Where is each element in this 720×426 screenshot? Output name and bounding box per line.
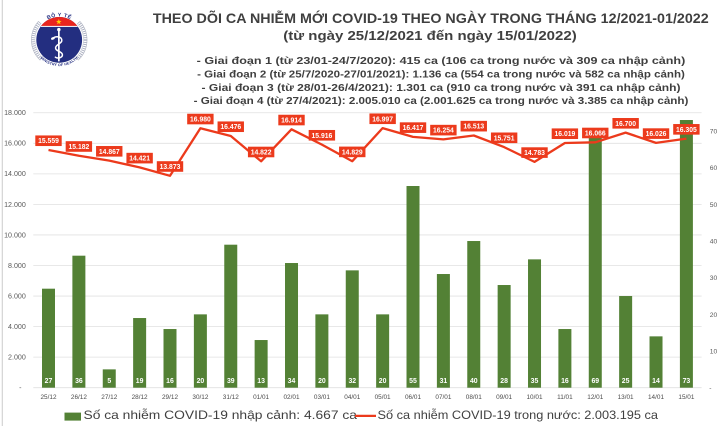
svg-text:25/12: 25/12 bbox=[41, 394, 57, 401]
svg-text:36: 36 bbox=[75, 378, 83, 385]
svg-text:13/01: 13/01 bbox=[618, 394, 634, 401]
svg-text:40: 40 bbox=[710, 238, 718, 245]
svg-text:14.000: 14.000 bbox=[4, 170, 26, 178]
svg-text:15.182: 15.182 bbox=[69, 144, 90, 151]
svg-text:16.417: 16.417 bbox=[403, 125, 424, 132]
svg-text:2.000: 2.000 bbox=[8, 354, 26, 362]
svg-text:04/01: 04/01 bbox=[344, 394, 360, 401]
svg-text:16.914: 16.914 bbox=[281, 118, 302, 125]
svg-text:10: 10 bbox=[710, 348, 718, 355]
svg-text:27: 27 bbox=[45, 378, 53, 385]
svg-text:40: 40 bbox=[470, 378, 478, 385]
svg-text:10/01: 10/01 bbox=[527, 394, 543, 401]
svg-text:12.000: 12.000 bbox=[4, 201, 26, 209]
svg-text:16: 16 bbox=[166, 378, 174, 385]
svg-text:BỘ Y TẾ: BỘ Y TẾ bbox=[46, 11, 73, 21]
svg-text:16.980: 16.980 bbox=[190, 117, 211, 124]
svg-text:34: 34 bbox=[288, 378, 296, 385]
svg-text:11/01: 11/01 bbox=[557, 394, 573, 401]
svg-text:-: - bbox=[709, 385, 711, 392]
svg-text:16.305: 16.305 bbox=[676, 127, 697, 134]
svg-text:19: 19 bbox=[136, 378, 144, 385]
svg-text:14.829: 14.829 bbox=[342, 149, 363, 156]
svg-text:4.000: 4.000 bbox=[8, 323, 26, 331]
svg-text:5: 5 bbox=[107, 378, 111, 385]
svg-text:31: 31 bbox=[440, 378, 448, 385]
svg-text:13.873: 13.873 bbox=[160, 164, 181, 171]
svg-text:50: 50 bbox=[710, 202, 718, 209]
svg-text:14.421: 14.421 bbox=[129, 156, 150, 163]
svg-text:16.476: 16.476 bbox=[220, 124, 241, 131]
svg-text:THEO DÕI CA NHIỄM MỚI COVID-19: THEO DÕI CA NHIỄM MỚI COVID-19 THEO NGÀY… bbox=[153, 9, 709, 26]
svg-text:- Giai đoạn 3 (từ 28/01-26/4/2: - Giai đoạn 3 (từ 28/01-26/4/2021): 1.30… bbox=[202, 83, 681, 94]
svg-text:14.783: 14.783 bbox=[524, 150, 545, 157]
svg-text:20: 20 bbox=[197, 378, 205, 385]
svg-text:28: 28 bbox=[500, 378, 508, 385]
svg-text:15.916: 15.916 bbox=[312, 133, 333, 140]
svg-text:03/01: 03/01 bbox=[314, 394, 330, 401]
svg-text:08/01: 08/01 bbox=[466, 394, 482, 401]
svg-text:06/01: 06/01 bbox=[405, 394, 421, 401]
svg-text:05/01: 05/01 bbox=[375, 394, 391, 401]
svg-text:60: 60 bbox=[710, 165, 718, 172]
svg-text:8.000: 8.000 bbox=[8, 262, 26, 270]
svg-text:27/12: 27/12 bbox=[101, 394, 117, 401]
svg-text:39: 39 bbox=[227, 378, 235, 385]
svg-text:- Giai đoạn 1 (từ 23/01-24/7/2: - Giai đoạn 1 (từ 23/01-24/7/2020): 415 … bbox=[197, 56, 686, 67]
svg-text:16.513: 16.513 bbox=[463, 124, 484, 131]
svg-text:30/12: 30/12 bbox=[192, 394, 208, 401]
svg-text:14.867: 14.867 bbox=[99, 149, 120, 156]
svg-text:14: 14 bbox=[652, 378, 660, 385]
svg-text:02/01: 02/01 bbox=[284, 394, 300, 401]
svg-text:09/01: 09/01 bbox=[496, 394, 512, 401]
svg-text:6.000: 6.000 bbox=[8, 292, 26, 300]
svg-text:31/12: 31/12 bbox=[223, 394, 239, 401]
svg-text:01/01: 01/01 bbox=[253, 394, 269, 401]
svg-text:28/12: 28/12 bbox=[132, 394, 148, 401]
svg-text:20: 20 bbox=[710, 312, 718, 319]
svg-text:70: 70 bbox=[710, 128, 718, 135]
svg-text:14.822: 14.822 bbox=[251, 149, 272, 156]
svg-text:55: 55 bbox=[409, 378, 417, 385]
svg-text:18.000: 18.000 bbox=[4, 109, 26, 117]
svg-text:69: 69 bbox=[591, 378, 599, 385]
svg-text:- Giai đoạn 4 (từ 27/4/2021):: - Giai đoạn 4 (từ 27/4/2021): 2.005.010 … bbox=[194, 96, 689, 107]
svg-text:15.751: 15.751 bbox=[494, 135, 515, 142]
svg-text:07/01: 07/01 bbox=[435, 394, 451, 401]
svg-text:16: 16 bbox=[561, 378, 569, 385]
svg-text:(từ ngày 25/12/2021 đến ngày 1: (từ ngày 25/12/2021 đến ngày 15/01/2022) bbox=[283, 28, 576, 43]
svg-text:16.700: 16.700 bbox=[615, 121, 636, 128]
svg-text:14/01: 14/01 bbox=[648, 394, 664, 401]
svg-text:15/01: 15/01 bbox=[678, 394, 694, 401]
svg-text:15.559: 15.559 bbox=[38, 138, 59, 145]
svg-text:29/12: 29/12 bbox=[162, 394, 178, 401]
svg-text:Số ca nhiễm COVID-19 nhập cảnh: Số ca nhiễm COVID-19 nhập cảnh: 4.667 ca bbox=[84, 407, 358, 422]
svg-text:16.026: 16.026 bbox=[646, 131, 667, 138]
svg-text:13: 13 bbox=[257, 378, 265, 385]
svg-text:16.000: 16.000 bbox=[4, 140, 26, 148]
svg-text:10.000: 10.000 bbox=[4, 231, 26, 239]
svg-text:12/01: 12/01 bbox=[587, 394, 603, 401]
svg-text:35: 35 bbox=[531, 378, 539, 385]
svg-text:16.066: 16.066 bbox=[585, 130, 606, 137]
svg-text:73: 73 bbox=[683, 378, 691, 385]
svg-text:-: - bbox=[19, 384, 22, 392]
svg-text:- Giai đoạn 2 (từ 25/7/2020-27: - Giai đoạn 2 (từ 25/7/2020-27/01/2021):… bbox=[197, 69, 685, 80]
svg-text:25: 25 bbox=[622, 378, 630, 385]
svg-text:20: 20 bbox=[318, 378, 326, 385]
svg-text:26/12: 26/12 bbox=[71, 394, 87, 401]
svg-text:32: 32 bbox=[348, 378, 356, 385]
svg-text:20: 20 bbox=[379, 378, 387, 385]
svg-text:16.254: 16.254 bbox=[433, 128, 454, 135]
svg-text:16.019: 16.019 bbox=[555, 131, 576, 138]
svg-text:30: 30 bbox=[710, 275, 718, 282]
svg-text:16.997: 16.997 bbox=[372, 116, 393, 123]
svg-text:Số ca nhiễm COVID-19 trong nướ: Số ca nhiễm COVID-19 trong nước: 2.003.1… bbox=[378, 407, 659, 422]
